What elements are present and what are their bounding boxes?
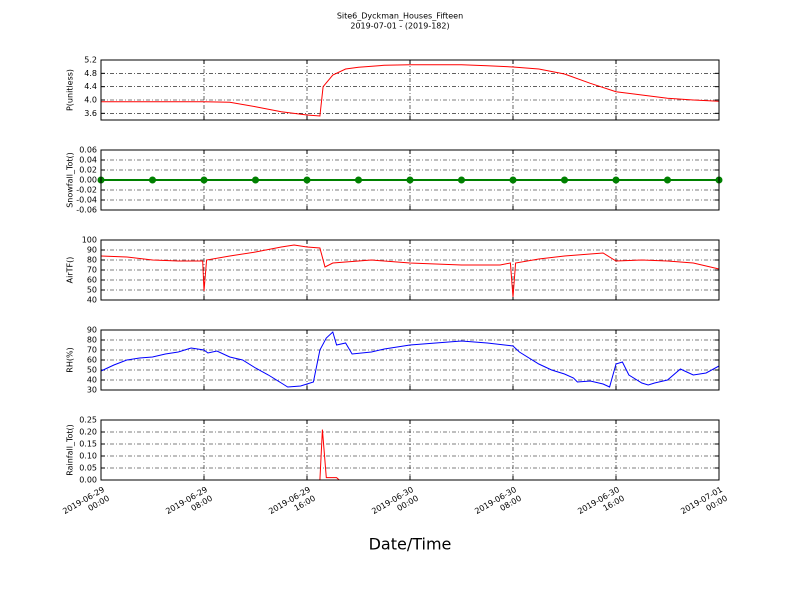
- data-point: [664, 176, 671, 184]
- y-axis-label: Snowfall_Tot(): [66, 152, 75, 208]
- y-tick-label: 5.2: [84, 56, 97, 65]
- data-point: [406, 176, 414, 184]
- y-tick-label: 0.06: [79, 146, 97, 155]
- y-tick-label: 60: [87, 356, 97, 365]
- data-line: [100, 331, 720, 388]
- y-tick-label: 90: [87, 246, 97, 255]
- y-tick-label: 30: [87, 386, 97, 395]
- y-tick-label: 0.04: [79, 156, 97, 165]
- y-axis-label: Rainfall_Tot(): [66, 424, 75, 476]
- y-tick-label: -0.04: [76, 196, 97, 205]
- y-tick-label: 0.05: [79, 464, 97, 473]
- y-axis-label: AirTF(): [66, 257, 75, 284]
- data-line: [100, 244, 720, 298]
- y-axis-label: P(unitless): [66, 69, 75, 111]
- y-tick-label: 70: [87, 266, 97, 275]
- y-tick-label: 0.00: [79, 476, 97, 485]
- y-tick-label: 0.02: [79, 166, 97, 175]
- y-tick-label: 3.6: [84, 109, 97, 118]
- plot-frame: [100, 239, 720, 301]
- data-point: [355, 176, 362, 184]
- data-point: [252, 176, 259, 184]
- data-point: [509, 176, 517, 184]
- data-point: [612, 176, 620, 184]
- x-axis-label: Date/Time: [369, 535, 452, 554]
- y-tick-label: -0.02: [76, 186, 97, 195]
- data-point: [303, 176, 311, 184]
- y-tick-label: 0.20: [79, 428, 97, 437]
- y-tick-label: 4.4: [84, 82, 97, 91]
- y-tick-label: 40: [87, 296, 97, 305]
- data-point: [561, 176, 568, 184]
- y-tick-label: 50: [87, 366, 97, 375]
- chart-title: Site6_Dyckman_Houses_Fifteen: [337, 12, 463, 21]
- y-tick-label: 0.25: [79, 416, 97, 425]
- y-tick-label: 0.15: [79, 440, 97, 449]
- y-tick-label: 40: [87, 376, 97, 385]
- y-tick-label: 50: [87, 286, 97, 295]
- data-line: [101, 429, 719, 481]
- y-tick-label: 4.0: [84, 96, 97, 105]
- data-point: [200, 176, 208, 184]
- plot-frame: [100, 419, 720, 481]
- y-tick-label: 90: [87, 326, 97, 335]
- y-tick-label: 80: [87, 256, 97, 265]
- y-tick-label: 80: [87, 336, 97, 345]
- y-tick-label: 70: [87, 346, 97, 355]
- y-tick-label: 4.8: [84, 69, 97, 78]
- data-line: [101, 64, 720, 117]
- plot-frame: [100, 59, 720, 121]
- plot-frame: [100, 329, 720, 391]
- data-point: [149, 176, 156, 184]
- y-tick-label: 60: [87, 276, 97, 285]
- chart-subtitle: 2019-07-01 - (2019-182): [350, 22, 449, 31]
- data-point: [458, 176, 465, 184]
- plot-frame: [100, 149, 720, 211]
- y-tick-label: 0.00: [79, 176, 97, 185]
- y-tick-label: -0.06: [76, 206, 97, 215]
- y-tick-label: 0.10: [79, 452, 97, 461]
- y-axis-label: RH(%): [66, 347, 75, 372]
- y-tick-label: 100: [82, 236, 97, 245]
